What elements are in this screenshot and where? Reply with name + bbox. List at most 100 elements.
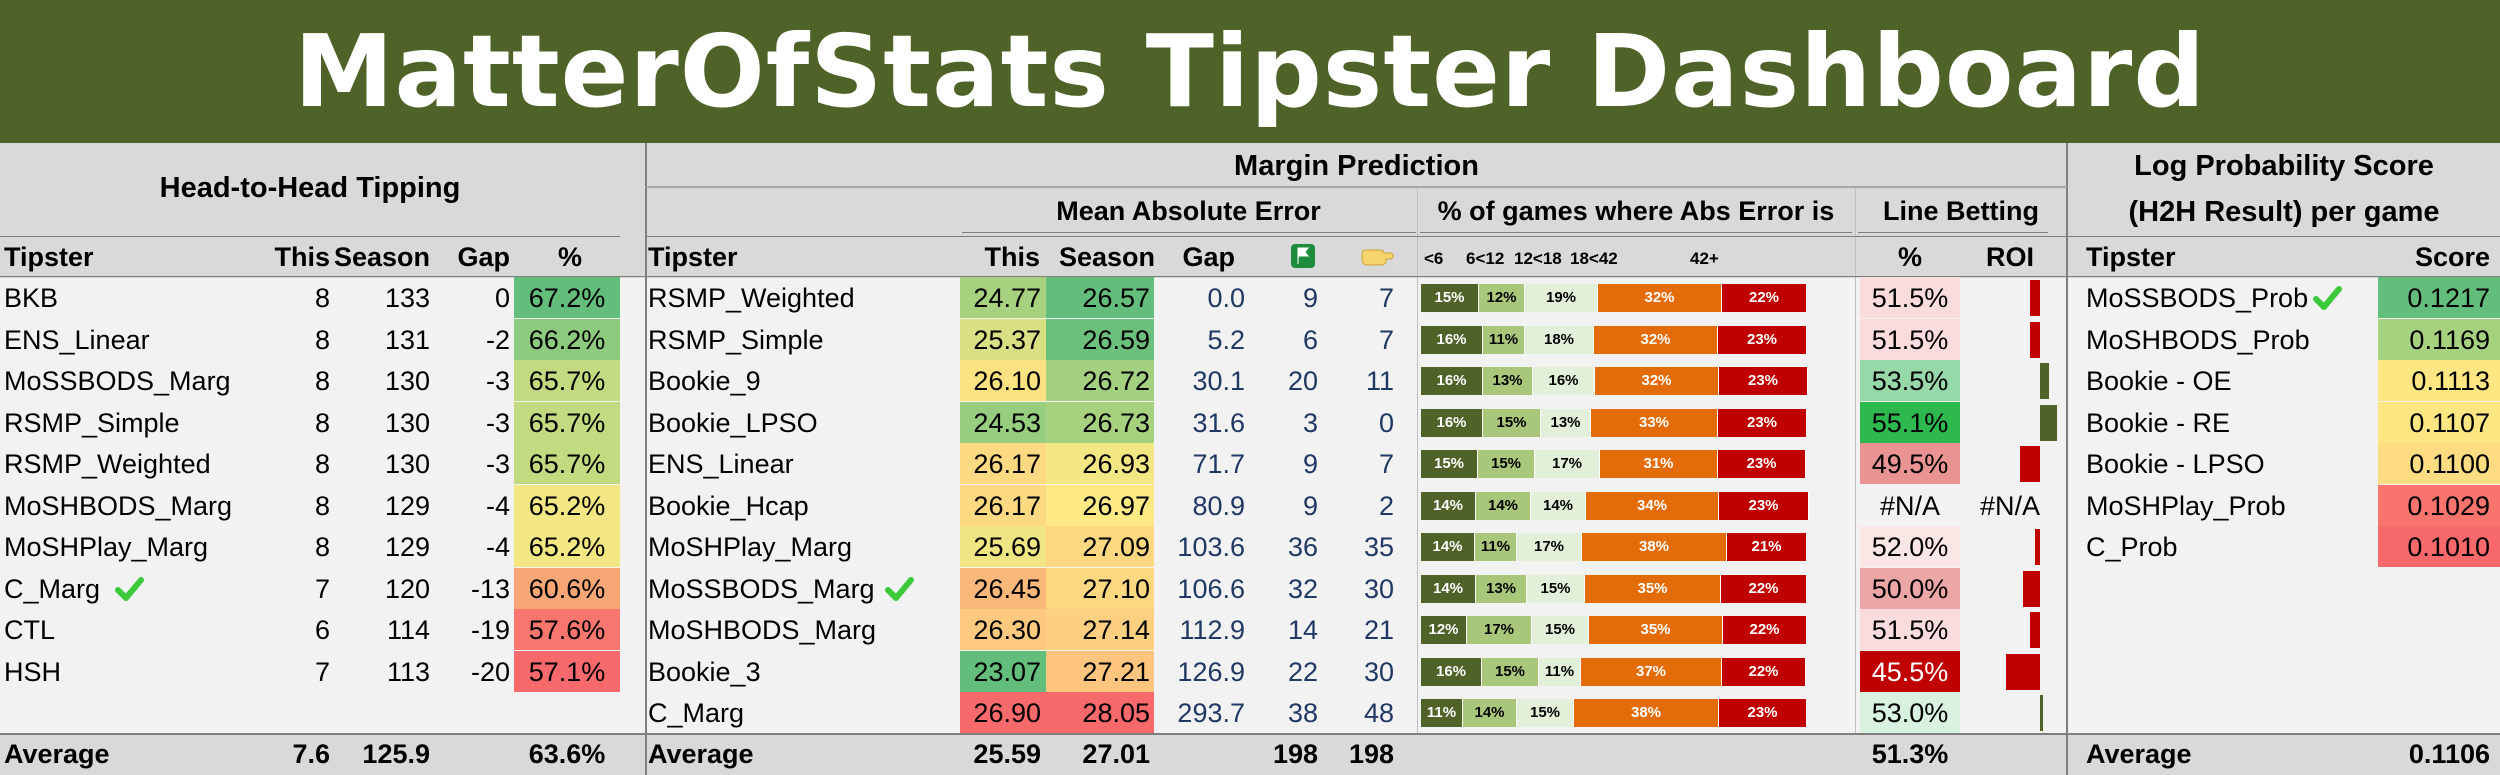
h2h-colheader-rule bbox=[0, 236, 620, 237]
h2h-season: 131 bbox=[384, 324, 430, 355]
line-betting-heading: Line Betting bbox=[1883, 196, 2039, 226]
line-pct-cell bbox=[1860, 443, 1960, 484]
line-pct: 51.5% bbox=[1871, 324, 1949, 355]
roi-bar bbox=[2006, 653, 2040, 690]
margin-tipster: MoSHBODS_Marg bbox=[648, 615, 877, 645]
logprob-average-score: 0.1106 bbox=[2408, 739, 2490, 769]
h2h-gap: -13 bbox=[470, 573, 510, 604]
roi-bar bbox=[2020, 446, 2040, 482]
mae-this-cell bbox=[960, 443, 1046, 484]
mae-season-cell bbox=[1046, 277, 1154, 318]
h2h-pct-cell bbox=[514, 443, 620, 484]
mae-gap: 126.9 bbox=[1177, 656, 1245, 687]
h2h-gap: -19 bbox=[470, 615, 510, 645]
mae-season-cell bbox=[1046, 692, 1154, 733]
h2h-tipster: RSMP_Weighted bbox=[4, 449, 211, 479]
roi-bar bbox=[2030, 612, 2040, 648]
mae-count-1: 20 bbox=[1287, 366, 1318, 396]
margin-tipster: Bookie_3 bbox=[648, 656, 761, 687]
h2h-pct: 57.1% bbox=[528, 656, 606, 687]
line-pct-cell bbox=[1860, 277, 1960, 318]
mae-season: 26.73 bbox=[1082, 407, 1150, 438]
margin-colheader-rule-a bbox=[646, 236, 2066, 237]
logprob-score: 0.1010 bbox=[2407, 532, 2490, 562]
logprob-tipster: Bookie - RE bbox=[2086, 407, 2231, 438]
mae-count-1: 9 bbox=[1302, 449, 1318, 479]
h2h-season: 114 bbox=[386, 615, 430, 645]
mae-count-2: 21 bbox=[1363, 615, 1394, 645]
margin-col-header: Season bbox=[1058, 242, 1155, 272]
logprob-colheader-rule bbox=[2068, 236, 2500, 237]
line-pct-cell bbox=[1860, 484, 1960, 526]
logprob-score: 0.1217 bbox=[2407, 283, 2490, 313]
mae-this-cell bbox=[960, 484, 1046, 526]
distribution-segment: 17% bbox=[1467, 616, 1532, 644]
roi-bar bbox=[2030, 321, 2040, 358]
logprob-score-cell bbox=[2378, 360, 2500, 401]
mae-this: 26.17 bbox=[973, 449, 1041, 479]
mae-heading-underline bbox=[962, 232, 1416, 233]
logprob-col-score: Score bbox=[2414, 242, 2490, 272]
line-pct: 52.0% bbox=[1871, 532, 1949, 562]
section-divider bbox=[2066, 143, 2068, 775]
distribution-segment: 22% bbox=[1721, 574, 1807, 603]
mae-average-this: 25.59 bbox=[973, 739, 1041, 769]
h2h-tipster: MoSHBODS_Marg bbox=[4, 490, 233, 521]
line-pct-cell bbox=[1860, 526, 1960, 567]
mae-season-cell bbox=[1046, 360, 1154, 401]
h2h-gap: -4 bbox=[485, 532, 510, 562]
h2h-gap: -20 bbox=[470, 656, 510, 687]
mae-this: 23.07 bbox=[973, 656, 1041, 687]
distribution-segment: 32% bbox=[1598, 284, 1722, 312]
mae-count-2: 35 bbox=[1363, 532, 1394, 562]
distribution-segment: 22% bbox=[1723, 616, 1807, 644]
h2h-this: 6 bbox=[314, 615, 330, 645]
logprob-header-band bbox=[2068, 143, 2500, 278]
line-average-pct: 51.3% bbox=[1871, 739, 1949, 769]
h2h-tipster: MoSSBODS_Marg bbox=[4, 366, 231, 396]
mae-season: 27.09 bbox=[1082, 532, 1150, 562]
mae-this: 24.77 bbox=[973, 283, 1041, 313]
h2h-average-pct: 63.6% bbox=[528, 739, 606, 769]
logprob-top-rule bbox=[2068, 276, 2500, 277]
line-roi-header: ROI bbox=[1985, 242, 2034, 272]
mae-count-2: 11 bbox=[1365, 366, 1394, 396]
distribution-segment: 16% bbox=[1421, 657, 1482, 686]
mae-count-2: 0 bbox=[1378, 407, 1394, 438]
h2h-col-header: Tipster bbox=[4, 242, 94, 272]
distribution-segment: 19% bbox=[1525, 284, 1598, 312]
h2h-gap: -3 bbox=[485, 366, 510, 396]
logprob-heading-2: (H2H Result) per game bbox=[2128, 196, 2440, 228]
distribution-segment: 15% bbox=[1421, 284, 1479, 312]
logprob-score: 0.1107 bbox=[2409, 407, 2490, 438]
title-bar: MatterOfStats Tipster Dashboard bbox=[0, 0, 2500, 143]
mae-season: 26.59 bbox=[1082, 324, 1150, 355]
h2h-top-rule bbox=[0, 276, 645, 277]
h2h-season: 129 bbox=[384, 532, 430, 562]
distribution-segment: 21% bbox=[1727, 533, 1807, 561]
h2h-col-header: % bbox=[557, 242, 582, 272]
line-pct-cell bbox=[1860, 692, 1960, 733]
mae-count-1: 38 bbox=[1287, 698, 1318, 728]
distribution-segment: 32% bbox=[1594, 325, 1718, 354]
bucket-label: 18<42 bbox=[1570, 249, 1618, 268]
checkmark-icon bbox=[2310, 281, 2344, 315]
mae-gap: 293.7 bbox=[1177, 698, 1245, 728]
mae-gap: 71.7 bbox=[1192, 449, 1245, 479]
logprob-score-cell bbox=[2378, 526, 2500, 567]
distribution-segment: 31% bbox=[1600, 450, 1718, 478]
mae-this-cell bbox=[960, 650, 1046, 692]
h2h-average-band bbox=[0, 733, 645, 775]
distribution-segment: 22% bbox=[1722, 657, 1806, 686]
logprob-score: 0.1169 bbox=[2409, 324, 2490, 355]
logprob-tipster: MoSHPlay_Prob bbox=[2086, 490, 2286, 521]
margin-tipster: Bookie_Hcap bbox=[648, 490, 809, 521]
h2h-col-header: Gap bbox=[457, 242, 510, 272]
mae-this: 25.37 bbox=[973, 324, 1041, 355]
mae-this-cell bbox=[960, 401, 1046, 443]
distribution-segment: 23% bbox=[1718, 408, 1807, 437]
distribution-segment: 23% bbox=[1718, 450, 1806, 478]
distribution-segment: 13% bbox=[1476, 574, 1527, 603]
mae-season-cell bbox=[1046, 609, 1154, 650]
h2h-pct: 65.7% bbox=[528, 366, 606, 396]
